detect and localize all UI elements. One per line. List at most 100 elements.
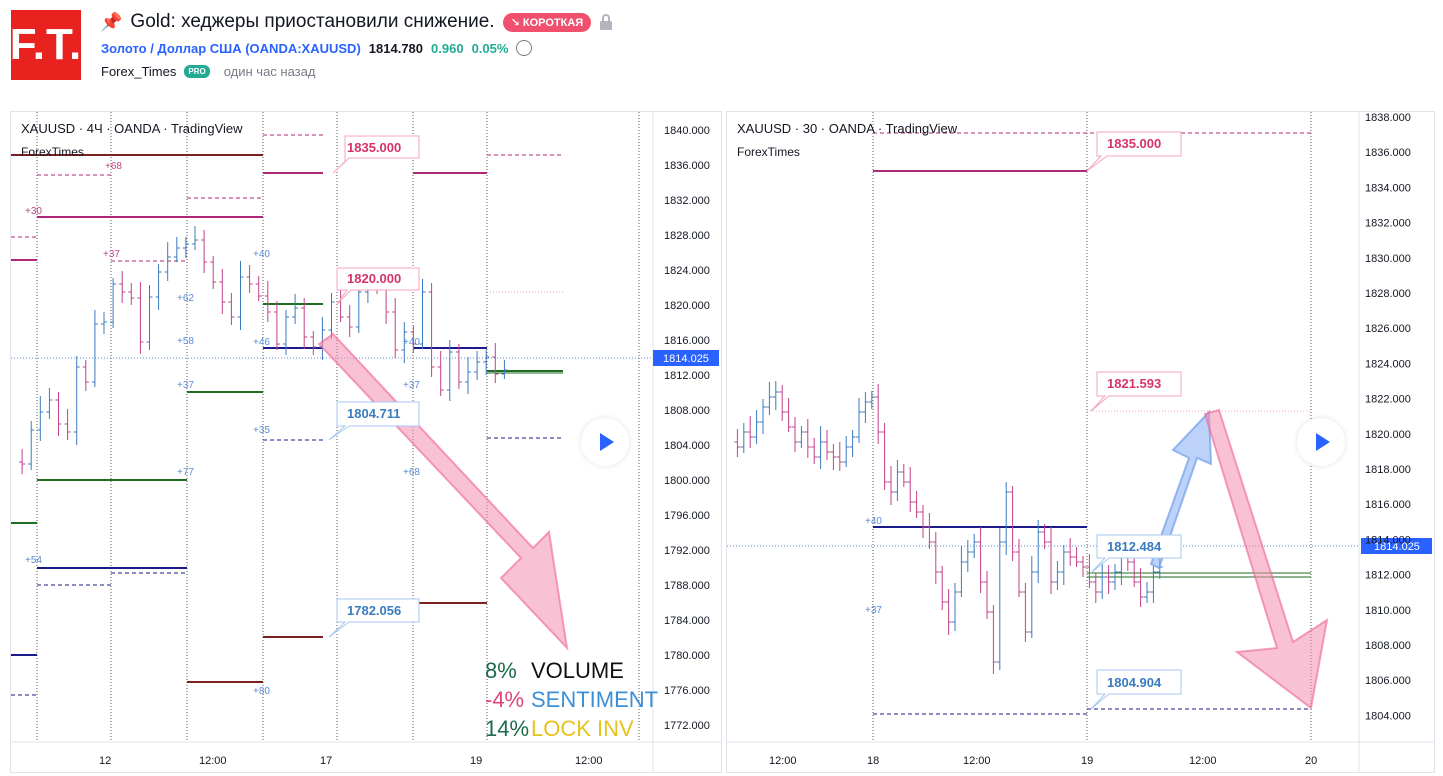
price-tick-17: 1772.000 — [664, 720, 710, 732]
alert-clock-icon[interactable] — [516, 40, 533, 56]
price-axis-4h[interactable]: 1840.000 1836.000 1832.000 1828.000 1824.000… — [664, 125, 710, 732]
current-price-text-r: 1814.025 — [1374, 541, 1420, 553]
last-price: 1814.780 — [368, 40, 424, 56]
ohlc-bar — [798, 426, 805, 448]
ohlc-bar — [920, 505, 926, 538]
ohlc-bar — [1144, 582, 1150, 603]
callout-1782-box — [328, 598, 420, 638]
chart-4h-watermark: ForexTimes — [21, 145, 84, 159]
forextimes-logo[interactable]: F.T. — [10, 10, 81, 80]
ohlc-bar — [1112, 564, 1118, 590]
ohlc-bar — [410, 326, 417, 353]
level-label-12: +77 — [177, 467, 194, 478]
time-label-2: 17 — [320, 755, 332, 767]
price-tick-4: 1830.000 — [1365, 253, 1411, 265]
price-tick-0: 1840.000 — [664, 125, 710, 137]
chart-4h-canvas[interactable]: 1814.025 — [11, 112, 722, 773]
time-axis-4h[interactable]: 12 12:00 17 19 12:00 — [99, 755, 603, 767]
ohlc-bar — [779, 385, 786, 421]
time-label-r1: 18 — [867, 755, 879, 767]
time-label-1: 12:00 — [199, 755, 227, 767]
ohlc-bar — [875, 384, 882, 444]
ohlc-bar — [1137, 568, 1144, 607]
ohlc-bar — [856, 398, 862, 443]
level-label-7: +40 — [403, 337, 420, 348]
ohlc-bar — [110, 278, 117, 328]
ohlc-bar — [255, 276, 262, 301]
callout-1820: 1820.000 — [347, 271, 401, 286]
ohlc-bar — [192, 226, 198, 250]
ohlc-bar — [1092, 573, 1099, 603]
symbol-row: Золото / Доллар США (OANDA:XAUUSD) 1814.… — [101, 40, 533, 56]
current-price-tag-r — [1361, 538, 1432, 554]
callout-1782: 1782.056 — [347, 603, 401, 618]
ohlc-bar — [1131, 555, 1138, 587]
forecast-arrow-down-r — [1203, 408, 1329, 710]
author-name[interactable]: Forex_Times — [101, 64, 177, 79]
ohlc-bar — [428, 283, 435, 377]
ohlc-bar — [1022, 583, 1029, 642]
legend-volume-label: VOLUME — [531, 658, 624, 683]
ohlc-bar — [28, 421, 35, 470]
callout-r-1804-box — [1090, 669, 1182, 710]
level-label-0: +68 — [105, 161, 122, 172]
price-tick-6: 1816.000 — [664, 335, 710, 347]
callouts-right: 1835.000 1821.593 1812.484 1804.904 — [1086, 131, 1182, 710]
ohlc-bar — [437, 351, 444, 396]
ohlc-bar — [888, 466, 894, 505]
time-label-r3: 19 — [1081, 755, 1093, 767]
ohlc-bar — [811, 438, 818, 464]
ohlc-bar — [971, 534, 978, 558]
ohlc-bar — [984, 571, 990, 619]
ohlc-bar — [237, 261, 244, 330]
ohlc-bar — [894, 460, 901, 501]
ohlc-bar — [824, 430, 830, 460]
ohlc-bar — [155, 264, 162, 310]
ohlc-bar — [1099, 561, 1106, 599]
published-time: один час назад — [223, 64, 316, 79]
ohlc-bar — [283, 310, 289, 355]
ohlc-bar — [900, 464, 907, 487]
ohlc-bar — [73, 356, 80, 445]
ohlc-bar — [1054, 561, 1061, 590]
price-axis-30m[interactable]: 1838.000 1836.000 1834.000 1832.000 1830.000… — [1365, 112, 1411, 722]
ohlc-bar — [1048, 527, 1054, 594]
candles-30m — [734, 381, 1163, 674]
level-label-1: +30 — [25, 206, 42, 217]
level-label-14: +80 — [253, 686, 270, 697]
ohlc-bar — [932, 532, 939, 584]
ohlc-bar — [772, 381, 779, 410]
callout-r-1812-box — [1090, 534, 1182, 574]
price-tick-8: 1822.000 — [1365, 394, 1411, 406]
legend-sentiment-pct: -4% — [485, 687, 525, 712]
ohlc-bar — [474, 351, 481, 380]
symbol-link[interactable]: Золото / Доллар США (OANDA:XAUUSD) — [101, 40, 361, 56]
play-button-left[interactable] — [581, 418, 629, 466]
ohlc-bar — [301, 298, 308, 349]
forecast-arrow-down — [317, 332, 569, 652]
ohlc-bar — [1028, 556, 1035, 638]
level-label-3: +62 — [177, 293, 194, 304]
level-labels: +68 +30 +37 +62 +40 +58 +46 +40 +37 +37 … — [25, 161, 420, 697]
ohlc-bar — [1080, 556, 1086, 577]
ohlc-bar — [849, 430, 856, 457]
current-price-text: 1814.025 — [663, 353, 709, 365]
ohlc-bar — [128, 283, 135, 305]
chart-4h[interactable]: 1814.025 — [10, 111, 722, 773]
time-axis-30m[interactable]: 12:00 18 12:00 19 12:00 20 — [769, 755, 1317, 767]
chart-30m-canvas[interactable]: 1814.025 +40 +37 1835.000 1821.593 1812.… — [727, 112, 1435, 773]
ohlc-bar — [952, 583, 958, 631]
ohlc-bar — [740, 423, 747, 453]
price-tick-10: 1818.000 — [1365, 464, 1411, 476]
callout-r-1821-box — [1090, 371, 1182, 412]
chart-30m[interactable]: 1814.025 +40 +37 1835.000 1821.593 1812.… — [726, 111, 1435, 773]
callout-r-1835-box — [1086, 131, 1182, 172]
price-tick-2: 1834.000 — [1365, 182, 1411, 194]
play-button-right[interactable] — [1297, 418, 1345, 466]
idea-title-row: 📌 Gold: хеджеры приостановили снижение. … — [100, 10, 613, 34]
ohlc-bar — [101, 312, 107, 334]
level-label-8: +37 — [177, 380, 194, 391]
callout-r-1812: 1812.484 — [1107, 539, 1162, 554]
pro-badge: PRO — [184, 65, 210, 78]
price-tick-16: 1806.000 — [1365, 675, 1411, 687]
